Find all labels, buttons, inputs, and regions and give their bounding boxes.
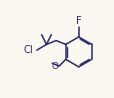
Text: Cl: Cl <box>23 45 33 55</box>
Text: O: O <box>51 62 58 71</box>
Text: F: F <box>75 16 81 26</box>
